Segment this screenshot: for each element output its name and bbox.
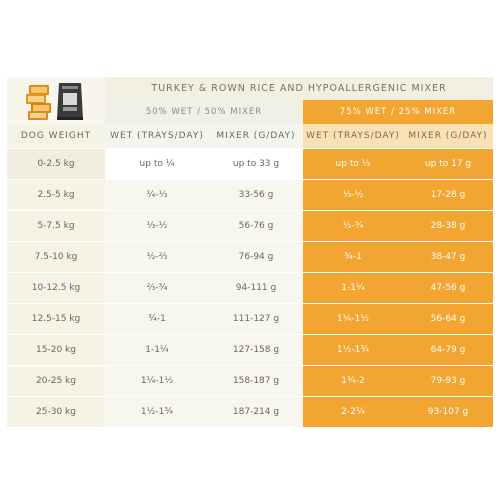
wet-50-cell: ½-⅔ <box>105 242 209 272</box>
mixer-50-cell: 56-76 g <box>209 211 303 241</box>
wet-75-cell: up to ⅓ <box>303 149 403 179</box>
mixer-75-cell: 28-38 g <box>403 211 493 241</box>
group-header-50-50: 50% WET / 50% MIXER <box>105 100 303 124</box>
wet-50-cell: ¾-1 <box>105 304 209 334</box>
mixer-75-cell: 47-56 g <box>403 273 493 303</box>
mixer-50-cell: 76-94 g <box>209 242 303 272</box>
wet-50-cell: 1½-1¾ <box>105 397 209 427</box>
wet-50-cell: ⅓-½ <box>105 211 209 241</box>
mixer-50-cell: 158-187 g <box>209 366 303 396</box>
wet-75-cell: ½-¾ <box>303 211 403 241</box>
wet-50-cell: ¼-⅓ <box>105 180 209 210</box>
wet-50-cell: up to ¼ <box>105 149 209 179</box>
wet-75-cell: ⅓-½ <box>303 180 403 210</box>
column-header-mixer-50: MIXER (G/DAY) <box>209 124 303 148</box>
table-title: TURKEY & ROWN RICE AND HYPOALLERGENIC MI… <box>105 77 493 100</box>
table-body: 0-2.5 kg up to ¼ up to 33 g up to ⅓ up to 17… <box>7 148 493 427</box>
wet-75-cell: 2-2¼ <box>303 397 403 427</box>
mixer-50-cell: 33-56 g <box>209 180 303 210</box>
mixer-75-cell: 56-64 g <box>403 304 493 334</box>
wet-50-cell: 1-1¼ <box>105 335 209 365</box>
dog-weight-cell: 7.5-10 kg <box>7 242 105 272</box>
wet-75-cell: ¾-1 <box>303 242 403 272</box>
wet-50-cell: ⅔-¾ <box>105 273 209 303</box>
dog-weight-cell: 0-2.5 kg <box>7 149 105 179</box>
column-header-wet-50: WET (TRAYS/DAY) <box>105 124 209 148</box>
dog-weight-cell: 20-25 kg <box>7 366 105 396</box>
column-header-dog-weight: DOG WEIGHT <box>7 124 105 148</box>
column-header-wet-75: WET (TRAYS/DAY) <box>303 124 403 148</box>
wet-50-cell: 1¼-1½ <box>105 366 209 396</box>
table-row: 10-12.5 kg ⅔-¾ 94-111 g 1-1¼ 47-56 g <box>7 272 493 303</box>
table-row: 12.5-15 kg ¾-1 111-127 g 1¼-1½ 56-64 g <box>7 303 493 334</box>
table-row: 0-2.5 kg up to ¼ up to 33 g up to ⅓ up to 17… <box>7 148 493 179</box>
dog-weight-cell: 5-7.5 kg <box>7 211 105 241</box>
wet-75-cell: 1-1¼ <box>303 273 403 303</box>
table-row: 7.5-10 kg ½-⅔ 76-94 g ¾-1 38-47 g <box>7 241 493 272</box>
mixer-50-cell: 187-214 g <box>209 397 303 427</box>
dog-weight-cell: 2.5-5 kg <box>7 180 105 210</box>
column-header-row: DOG WEIGHT WET (TRAYS/DAY) MIXER (G/DAY)… <box>7 124 493 148</box>
mixer-75-cell: 79-93 g <box>403 366 493 396</box>
mixer-75-cell: 64-79 g <box>403 335 493 365</box>
wet-75-cell: 1¾-2 <box>303 366 403 396</box>
mixer-50-cell: 111-127 g <box>209 304 303 334</box>
table-row: 5-7.5 kg ⅓-½ 56-76 g ½-¾ 28-38 g <box>7 210 493 241</box>
table-row: 15-20 kg 1-1¼ 127-158 g 1½-1¾ 64-79 g <box>7 334 493 365</box>
feeding-guide-table: TURKEY & ROWN RICE AND HYPOALLERGENIC MI… <box>7 77 493 427</box>
mixer-75-cell: up to 17 g <box>403 149 493 179</box>
table-row: 20-25 kg 1¼-1½ 158-187 g 1¾-2 79-93 g <box>7 365 493 396</box>
mixer-75-cell: 17-28 g <box>403 180 493 210</box>
mixer-50-cell: 127-158 g <box>209 335 303 365</box>
product-packshot-icon <box>26 83 83 120</box>
product-images <box>7 77 105 124</box>
dog-weight-cell: 10-12.5 kg <box>7 273 105 303</box>
mixer-50-cell: 94-111 g <box>209 273 303 303</box>
dog-weight-cell: 15-20 kg <box>7 335 105 365</box>
dog-weight-cell: 12.5-15 kg <box>7 304 105 334</box>
wet-75-cell: 1¼-1½ <box>303 304 403 334</box>
column-header-mixer-75: MIXER (G/DAY) <box>403 124 493 148</box>
wet-75-cell: 1½-1¾ <box>303 335 403 365</box>
group-header-75-25: 75% WET / 25% MIXER <box>303 100 493 124</box>
dog-weight-cell: 25-30 kg <box>7 397 105 427</box>
table-row: 2.5-5 kg ¼-⅓ 33-56 g ⅓-½ 17-28 g <box>7 179 493 210</box>
mixer-75-cell: 38-47 g <box>403 242 493 272</box>
table-row: 25-30 kg 1½-1¾ 187-214 g 2-2¼ 93-107 g <box>7 396 493 427</box>
mixer-50-cell: up to 33 g <box>209 149 303 179</box>
mixer-75-cell: 93-107 g <box>403 397 493 427</box>
